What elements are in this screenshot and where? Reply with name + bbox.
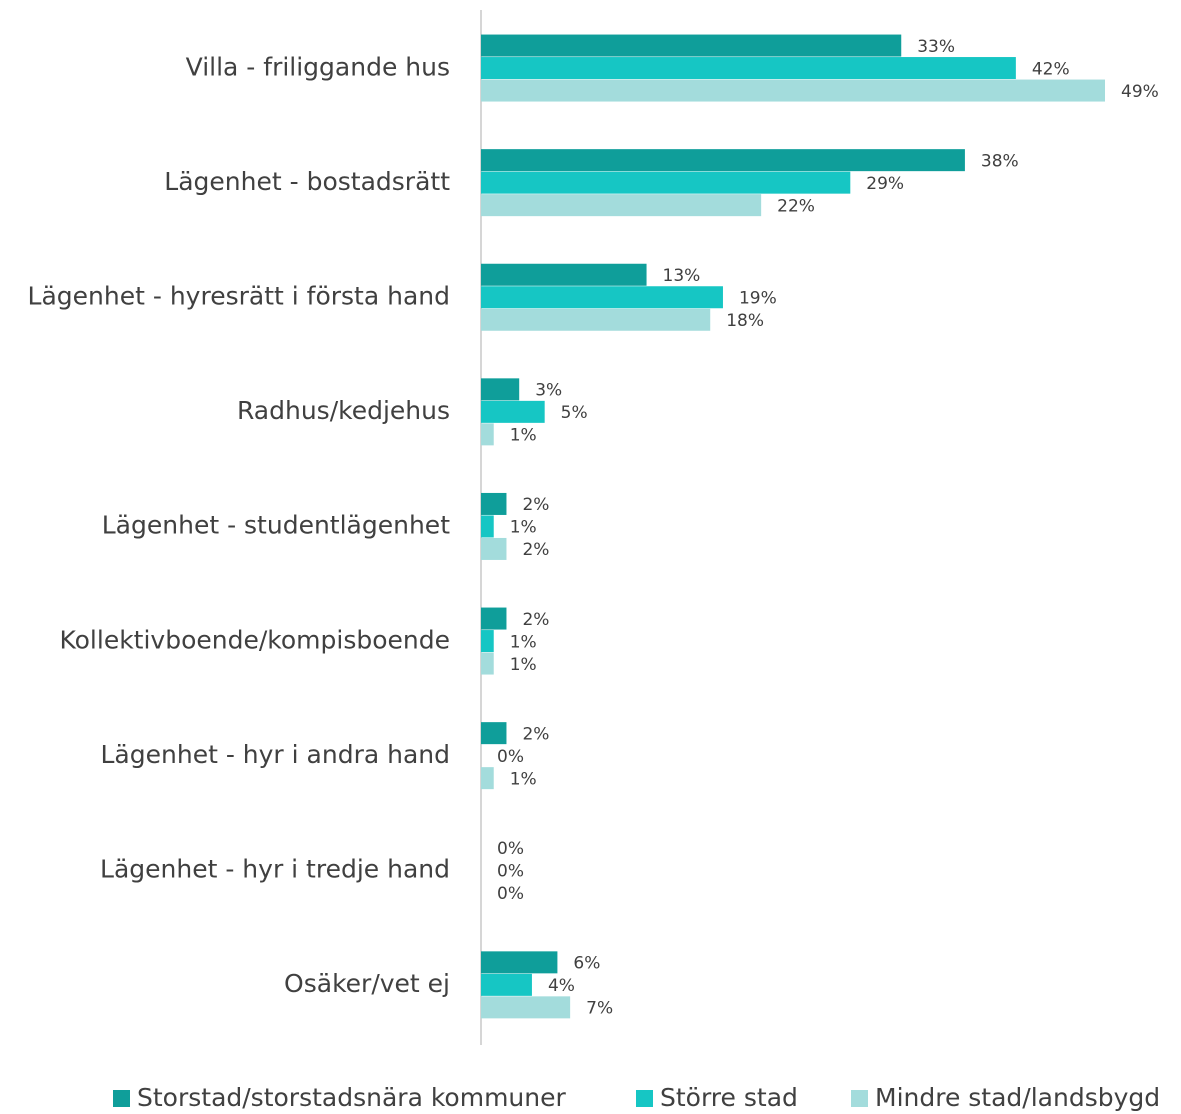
bar <box>481 767 494 790</box>
value-label: 0% <box>497 747 524 767</box>
legend-label: Större stad <box>660 1083 798 1112</box>
bar <box>481 308 711 331</box>
value-label: 13% <box>663 266 701 286</box>
bar <box>481 607 507 630</box>
category-label: Lägenhet - bostadsrätt <box>164 167 450 196</box>
legend-label: Storstad/storstadsnära kommuner <box>137 1083 566 1112</box>
legend-swatch <box>851 1090 868 1107</box>
value-label: 33% <box>917 37 955 57</box>
value-label: 1% <box>510 518 537 538</box>
category-label: Villa - friliggande hus <box>186 52 450 81</box>
value-label: 2% <box>522 724 549 744</box>
legend-label: Mindre stad/landsbygd <box>875 1083 1160 1112</box>
bar <box>481 423 494 446</box>
bar <box>481 194 762 217</box>
bar <box>481 951 558 974</box>
value-label: 2% <box>522 610 549 630</box>
bar <box>481 400 545 423</box>
value-label: 49% <box>1121 82 1159 102</box>
bar <box>481 34 902 57</box>
bar <box>481 996 571 1019</box>
bar <box>481 630 494 653</box>
value-label: 0% <box>497 884 524 904</box>
value-label: 1% <box>510 769 537 789</box>
bar <box>481 515 494 538</box>
category-label: Kollektivboende/kompisboende <box>59 625 450 654</box>
bar <box>481 149 965 172</box>
value-label: 1% <box>510 426 537 446</box>
value-label: 1% <box>510 655 537 675</box>
value-label: 18% <box>726 311 764 331</box>
value-label: 6% <box>573 954 600 974</box>
value-label: 22% <box>777 196 815 216</box>
legend-swatch <box>636 1090 653 1107</box>
category-label: Lägenhet - hyr i tredje hand <box>100 855 450 884</box>
value-label: 1% <box>510 632 537 652</box>
bar <box>481 492 507 515</box>
bar <box>481 263 647 286</box>
bar <box>481 286 723 309</box>
value-label: 42% <box>1032 59 1070 79</box>
bar <box>481 378 520 401</box>
value-label: 0% <box>497 839 524 859</box>
bar <box>481 57 1016 80</box>
category-label: Lägenhet - hyr i andra hand <box>101 740 451 769</box>
bar <box>481 537 507 560</box>
category-label: Lägenhet - studentlägenhet <box>102 511 450 540</box>
value-label: 38% <box>981 151 1019 171</box>
value-label: 7% <box>586 999 613 1019</box>
value-label: 0% <box>497 862 524 882</box>
legend-swatch <box>113 1090 130 1107</box>
value-label: 2% <box>522 540 549 560</box>
bar <box>481 171 851 194</box>
value-label: 5% <box>561 403 588 423</box>
bar <box>481 722 507 745</box>
value-label: 4% <box>548 976 575 996</box>
value-label: 29% <box>866 174 904 194</box>
value-label: 2% <box>522 495 549 515</box>
category-label: Lägenhet - hyresrätt i första hand <box>28 282 450 311</box>
category-label: Osäker/vet ej <box>284 969 450 998</box>
category-label: Radhus/kedjehus <box>237 396 450 425</box>
bar <box>481 79 1105 102</box>
bar <box>481 652 494 675</box>
bar <box>481 973 532 996</box>
value-label: 19% <box>739 289 777 309</box>
value-label: 3% <box>535 381 562 401</box>
